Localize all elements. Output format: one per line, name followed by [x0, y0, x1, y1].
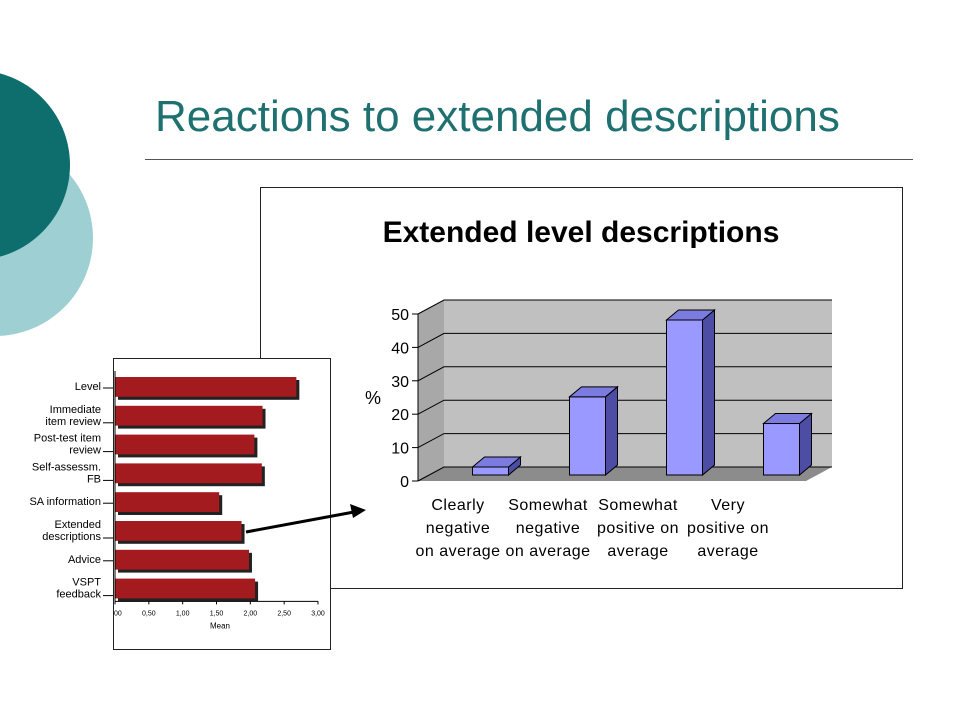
inset-x-axis-label: Mean	[210, 621, 230, 630]
inset-x-tick-label: 2,00	[244, 610, 258, 617]
bar-side	[605, 385, 618, 477]
side-wall	[418, 300, 444, 481]
bar-top	[568, 386, 619, 398]
inset-chart-frame: 0,00 0,50 1,00 1,50 2,00 2,50 3,00 Mean	[108, 358, 331, 650]
title-divider	[145, 159, 913, 160]
back-wall	[444, 300, 832, 467]
y-tick-label: 20	[391, 407, 409, 424]
inset-x-tick-label: 2,50	[277, 610, 291, 617]
main-bar-chart: Extended level descriptions 0 10 20 30 40 50% C…	[365, 216, 832, 560]
bar-top	[762, 413, 813, 425]
inset-bar	[115, 492, 220, 512]
y-tick-label: 0	[400, 474, 409, 491]
y-tick-label: 10	[391, 441, 409, 458]
x-category-label: Clearly	[431, 497, 484, 514]
inset-bar	[115, 463, 262, 484]
inset-x-tick-label: 3,00	[311, 610, 325, 617]
x-category-label: negative	[426, 520, 491, 537]
x-category-label: negative	[516, 520, 581, 537]
dark-teal-circle	[0, 73, 70, 257]
main-chart-frame: Extended level descriptions 0 10 20 30 40 50% C…	[260, 187, 903, 589]
x-category-label: positive on	[687, 520, 769, 537]
bar-top	[665, 309, 716, 321]
bar-side	[799, 412, 812, 477]
slide-title: Reactions to extended descriptions	[155, 92, 840, 141]
bar-side	[702, 308, 715, 477]
x-category-label: average	[607, 543, 668, 560]
y-axis-label: %	[365, 388, 381, 408]
inset-x-tick-label: 0,50	[142, 610, 156, 617]
bar-front	[472, 466, 509, 476]
y-tick-label: 30	[391, 374, 409, 391]
bar-front	[569, 396, 606, 476]
x-category-label: Very	[711, 497, 745, 514]
x-category-label: on average	[415, 543, 500, 560]
inset-bar	[115, 578, 256, 599]
inset-x-tick-label: 0,00	[114, 610, 122, 617]
y-tick-label: 40	[391, 340, 409, 357]
inset-bar	[115, 549, 249, 570]
inset-x-tick-label: 1,50	[210, 610, 224, 617]
x-category-label: average	[697, 543, 758, 560]
x-category-label: on average	[505, 543, 590, 560]
inset-bar	[115, 434, 255, 455]
x-category-label: Somewhat	[508, 497, 588, 514]
bar-front	[763, 423, 800, 476]
inset-bar	[115, 377, 297, 397]
inset-bar	[115, 521, 242, 541]
chart-title: Extended level descriptions	[383, 216, 780, 249]
x-category-label: Somewhat	[598, 497, 678, 514]
bar-top	[471, 456, 522, 468]
x-category-label: positive on	[597, 520, 679, 537]
gridline	[417, 299, 832, 315]
inset-x-tick-label: 1,00	[176, 610, 190, 617]
bar-front	[666, 319, 703, 476]
inset-bar	[115, 405, 263, 426]
floor	[418, 467, 832, 481]
y-tick-label: 50	[391, 307, 409, 324]
inset-horizontal-bar-chart: 0,00 0,50 1,00 1,50 2,00 2,50 3,00 Mean	[108, 371, 325, 630]
